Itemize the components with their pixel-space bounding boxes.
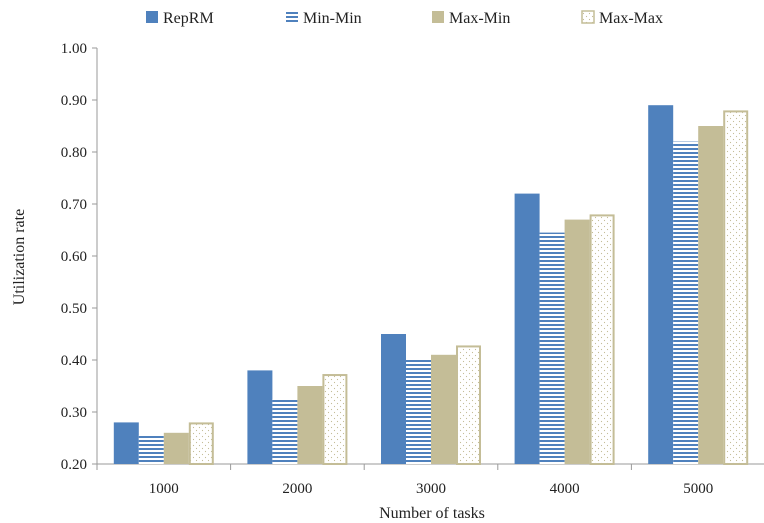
bar-reprm-3000 [381, 334, 406, 464]
bar-max-max-4000 [589, 214, 615, 465]
bar-max-min-5000 [698, 126, 724, 464]
legend: RepRM Min-Min Max-Min Max-Max [146, 10, 663, 27]
y-tick-label: 0.60 [61, 249, 87, 265]
bar-reprm-5000 [648, 105, 674, 464]
bar-min-min-5000 [673, 141, 699, 464]
legend-label-reprm: RepRM [163, 10, 214, 27]
y-tick-label: 0.30 [61, 405, 87, 421]
y-tick-label: 0.70 [61, 197, 87, 213]
legend-swatch-reprm [146, 11, 158, 23]
bar-min-min-3000 [406, 360, 431, 464]
bar-min-min-4000 [539, 232, 565, 464]
x-tick-label: 3000 [416, 481, 446, 497]
bar-max-min-1000 [163, 432, 189, 464]
bar-max-max-5000 [723, 110, 749, 466]
bar-max-min-4000 [564, 219, 590, 464]
bar-max-max-3000 [456, 345, 481, 465]
bar-reprm-2000 [247, 370, 273, 464]
legend-swatch-min-min [286, 11, 298, 23]
x-tick-label: 2000 [282, 481, 312, 497]
x-tick-label: 1000 [149, 481, 179, 497]
bar-min-min-1000 [138, 435, 164, 464]
y-tick-label: 0.90 [61, 93, 87, 109]
bar-max-max-1000 [188, 422, 214, 465]
x-tick-label: 4000 [550, 481, 580, 497]
y-tick-label: 0.80 [61, 145, 87, 161]
x-tick-label: 5000 [683, 481, 713, 497]
bar-max-min-2000 [297, 386, 323, 464]
bar-min-min-2000 [272, 399, 298, 464]
legend-label-min-min: Min-Min [303, 10, 362, 27]
bar-reprm-1000 [113, 422, 139, 464]
y-tick-label: 1.00 [61, 41, 87, 57]
y-tick-label: 0.40 [61, 353, 87, 369]
y-tick-label: 0.50 [61, 301, 87, 317]
bar-max-max-2000 [322, 374, 348, 466]
bar-reprm-4000 [514, 193, 540, 464]
legend-swatch-max-max [581, 10, 595, 24]
bars [113, 105, 749, 466]
legend-swatch-max-min [432, 11, 444, 23]
bar-max-min-3000 [431, 354, 456, 464]
y-axis: 0.20 0.30 0.40 0.50 0.60 0.70 0.80 0.90 1.00 [61, 41, 98, 473]
legend-label-max-max: Max-Max [599, 10, 663, 27]
y-tick-label: 0.20 [61, 457, 87, 473]
x-axis-title: Number of tasks [379, 505, 485, 522]
y-axis-title: Utilization rate [11, 209, 28, 305]
legend-label-max-min: Max-Min [449, 10, 510, 27]
x-axis: 1000 2000 3000 4000 5000 [96, 463, 764, 497]
